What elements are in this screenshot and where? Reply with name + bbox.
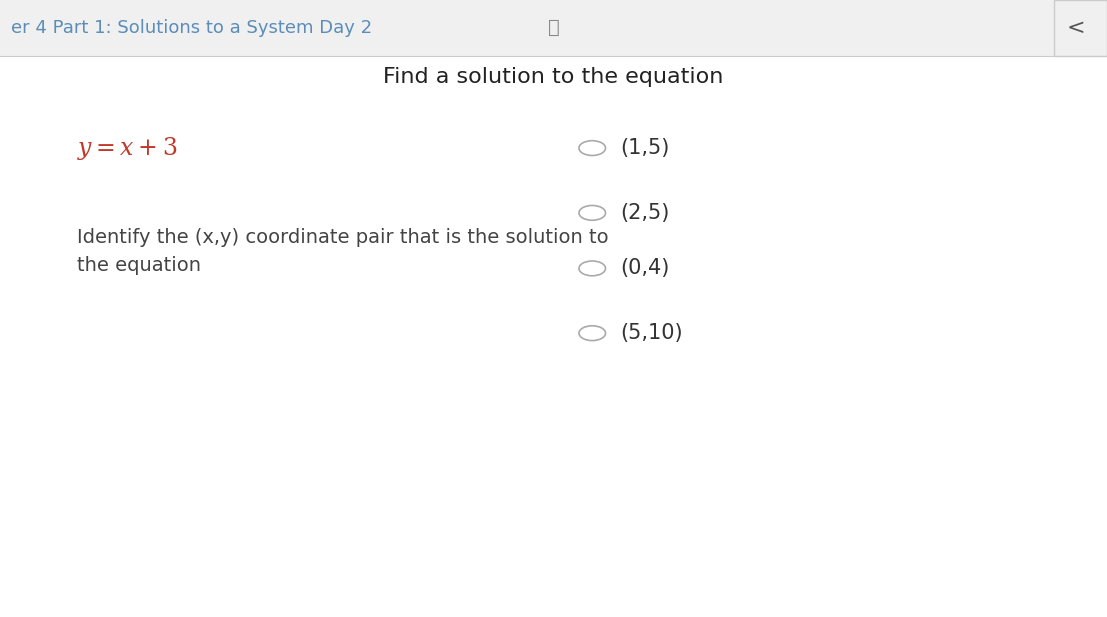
Text: (1,5): (1,5) [620,138,670,158]
Text: ⛶: ⛶ [548,19,559,37]
Text: <: < [1067,18,1085,38]
FancyBboxPatch shape [0,0,1107,56]
Text: (0,4): (0,4) [620,259,670,278]
Circle shape [579,141,606,155]
Text: Identify the (x,y) coordinate pair that is the solution to
the equation: Identify the (x,y) coordinate pair that … [77,228,609,275]
Text: Find a solution to the equation: Find a solution to the equation [383,67,724,87]
FancyBboxPatch shape [1054,0,1107,56]
Text: (2,5): (2,5) [620,203,670,223]
Circle shape [579,205,606,220]
Text: (5,10): (5,10) [620,323,683,343]
Circle shape [579,261,606,276]
Text: $y = x + 3$: $y = x + 3$ [77,135,178,162]
Circle shape [579,326,606,341]
Text: er 4 Part 1: Solutions to a System Day 2: er 4 Part 1: Solutions to a System Day 2 [11,19,372,37]
